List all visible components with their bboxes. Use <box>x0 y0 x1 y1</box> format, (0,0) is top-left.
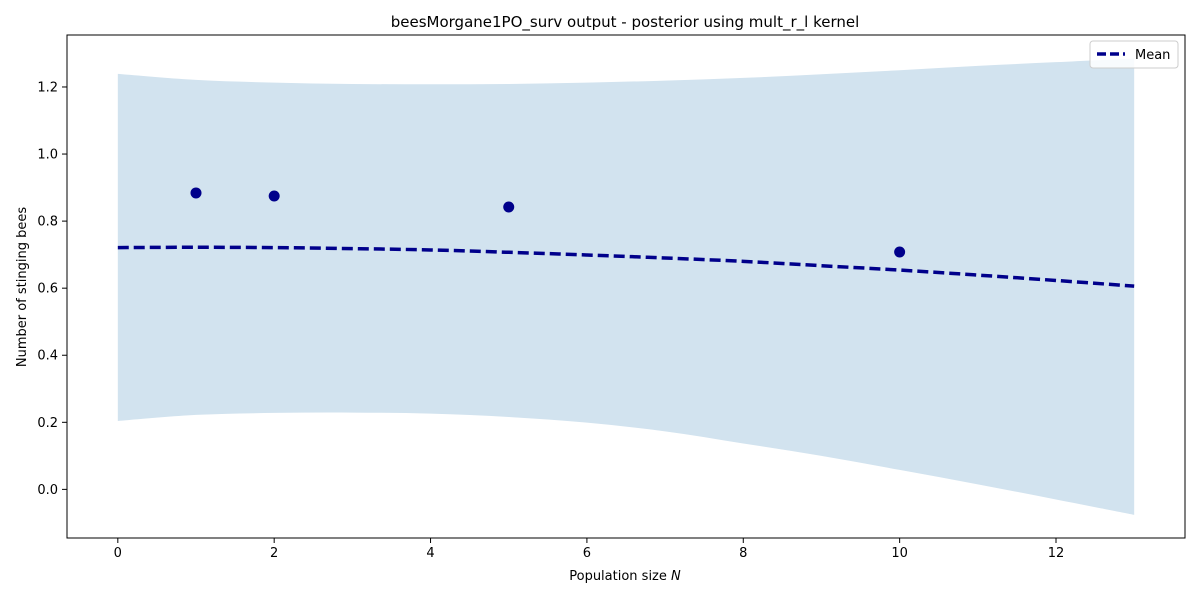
plot-frame <box>66 34 1186 539</box>
x-tick-label: 8 <box>739 546 747 561</box>
observed-points-layer <box>190 187 906 258</box>
y-tick-label: 0.4 <box>37 349 58 364</box>
mean-line <box>117 245 1135 288</box>
x-tick-label: 10 <box>891 546 908 561</box>
data-point <box>268 190 280 202</box>
chart-title: beesMorgane1PO_surv output - posterior u… <box>391 13 860 32</box>
x-axis: 0 2 4 6 8 10 12 <box>114 538 1065 561</box>
data-point <box>503 201 515 213</box>
x-tick-label: 12 <box>1048 546 1065 561</box>
y-tick-label: 0.0 <box>37 483 58 498</box>
mean-line-layer <box>117 245 1135 288</box>
y-axis-label: Number of stinging bees <box>15 207 30 367</box>
x-tick-label: 2 <box>270 546 278 561</box>
data-point <box>190 187 202 199</box>
legend-box <box>1089 40 1179 69</box>
x-tick-label: 6 <box>583 546 591 561</box>
data-point <box>894 246 906 258</box>
legend-entry-mean: Mean <box>1135 48 1170 63</box>
x-tick-label: 4 <box>426 546 434 561</box>
y-tick-label: 0.8 <box>37 215 58 230</box>
x-axis-label: Population size N <box>569 569 681 584</box>
y-tick-label: 1.2 <box>37 80 58 95</box>
x-tick-label: 0 <box>114 546 122 561</box>
confidence-band-layer <box>117 58 1135 515</box>
y-tick-label: 1.0 <box>37 148 58 163</box>
x-axis-label-text: Population size <box>569 569 671 584</box>
legend: Mean <box>1089 40 1179 69</box>
y-axis: 0.0 0.2 0.4 0.6 0.8 1.0 1.2 <box>37 80 67 498</box>
x-axis-label-variable: N <box>671 569 681 584</box>
y-tick-label: 0.6 <box>37 282 58 297</box>
confidence-band <box>117 58 1135 515</box>
y-tick-label: 0.2 <box>37 416 58 431</box>
